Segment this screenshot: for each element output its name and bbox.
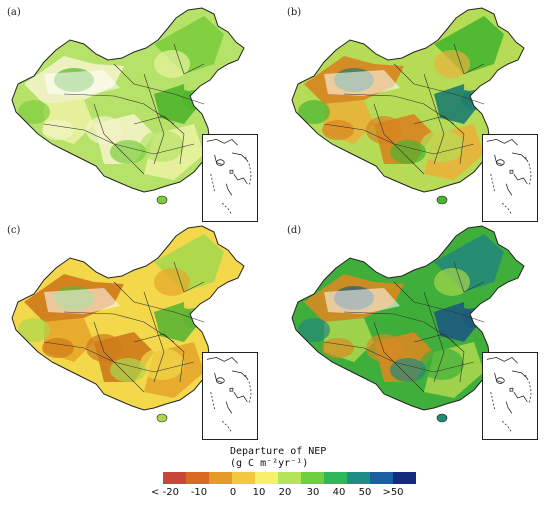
china-map-b xyxy=(291,7,525,205)
legend-tick-label: >50 xyxy=(382,487,404,498)
china-map-a xyxy=(11,7,245,205)
legend-tick-label: 10 xyxy=(252,487,266,498)
legend-swatch xyxy=(163,472,186,484)
legend-swatch xyxy=(301,472,324,484)
legend-colorbar xyxy=(163,472,416,484)
inset-map-drawing xyxy=(206,356,252,433)
legend-tick-label: 50 xyxy=(358,487,372,498)
inset-map-drawing xyxy=(206,138,252,215)
south-china-sea-inset-a xyxy=(202,134,258,222)
legend-tick-label: < -20 xyxy=(151,487,179,498)
panel-label-a: (a) xyxy=(7,7,21,18)
map-panel-d: (d) xyxy=(284,222,546,444)
legend-ticks: < -20 -10 0 10 20 30 40 50 >50 xyxy=(151,487,413,501)
legend-swatch xyxy=(393,472,416,484)
map-panel-c: (c) xyxy=(4,222,266,444)
map-panel-b: (b) xyxy=(284,4,546,226)
legend-swatch xyxy=(370,472,393,484)
legend-swatch xyxy=(232,472,255,484)
legend-title-line1: Departure of NEP xyxy=(230,446,327,457)
legend-tick-label: -10 xyxy=(190,487,208,498)
legend-swatch xyxy=(347,472,370,484)
panel-label-d: (d) xyxy=(287,225,302,236)
legend-swatch xyxy=(278,472,301,484)
south-china-sea-inset-c xyxy=(202,352,258,440)
legend-title: Departure of NEP (g C m⁻²yr⁻¹) xyxy=(230,446,326,470)
panel-label-c: (c) xyxy=(7,225,21,236)
legend-swatch xyxy=(324,472,347,484)
legend-swatch xyxy=(186,472,209,484)
legend-tick-label: 30 xyxy=(306,487,320,498)
legend-swatch xyxy=(209,472,232,484)
south-china-sea-inset-b xyxy=(482,134,538,222)
inset-map-drawing xyxy=(486,138,532,215)
legend-swatch xyxy=(255,472,278,484)
legend-tick-label: 40 xyxy=(332,487,346,498)
legend-tick-label: 0 xyxy=(229,487,237,498)
legend-tick-label: 20 xyxy=(278,487,292,498)
south-china-sea-inset-d xyxy=(482,352,538,440)
map-panel-a: (a) xyxy=(4,4,266,226)
panel-label-b: (b) xyxy=(287,7,302,18)
inset-map-drawing xyxy=(486,356,532,433)
legend-title-line2: (g C m⁻²yr⁻¹) xyxy=(230,458,309,469)
